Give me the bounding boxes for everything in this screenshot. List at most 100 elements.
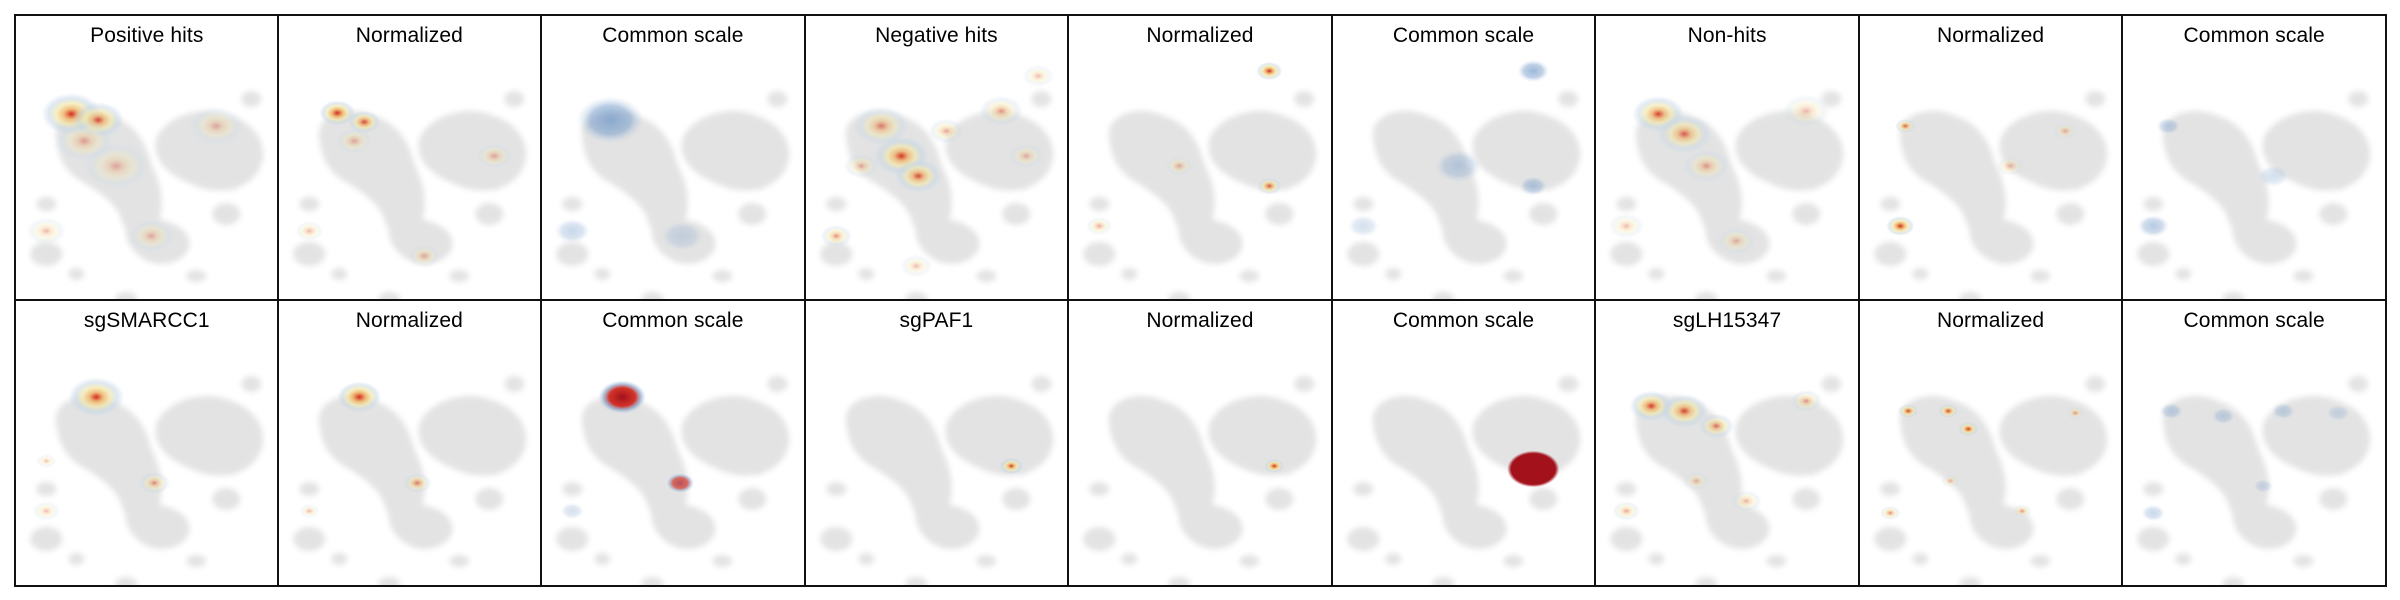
embedding-panel: Common scale <box>540 299 806 587</box>
panel-title: Negative hits <box>875 24 998 47</box>
density-hotspot <box>2066 406 2085 420</box>
panel-title: Non-hits <box>1687 24 1767 47</box>
density-hotspot <box>660 220 705 252</box>
panel-title: Normalized <box>1146 309 1254 332</box>
panel-title: Common scale <box>1392 309 1535 332</box>
embedding-silhouette <box>1347 376 1580 585</box>
density-hotspot <box>1007 143 1044 169</box>
density-hotspot <box>1608 213 1645 239</box>
density-hotspot <box>1880 506 1901 520</box>
embedding-panel: Common scale <box>1330 14 1597 302</box>
density-hotspot <box>1165 156 1194 176</box>
density-hotspot <box>978 95 1023 127</box>
density-hotspot <box>1682 471 1711 491</box>
density-hotspot <box>68 377 125 417</box>
density-hotspot <box>347 110 380 134</box>
density-hotspot <box>2013 504 2032 518</box>
density-hotspot <box>998 457 1023 475</box>
density-map <box>1083 376 1317 585</box>
density-hotspot <box>475 143 512 169</box>
panel-title: sgLH15347 <box>1672 309 1782 332</box>
embedding-silhouette <box>1347 91 1580 300</box>
embedding-silhouette <box>1083 376 1317 585</box>
density-hotspot <box>127 219 176 253</box>
density-hotspot <box>893 159 942 193</box>
embedding-panel: sgSMARCC1 <box>14 299 280 587</box>
embedding-panel: Normalized <box>276 14 543 302</box>
density-hotspot <box>402 473 431 493</box>
density-hotspot <box>1782 94 1831 128</box>
density-hotspot <box>1434 149 1483 183</box>
density-hotspot <box>1958 422 1979 436</box>
density-hotspot <box>1264 459 1285 473</box>
density-hotspot <box>1682 149 1731 183</box>
density-map <box>556 376 790 585</box>
density-hotspot <box>2326 404 2351 422</box>
embedding-panel: Normalized <box>1857 14 2124 302</box>
embedding-panel: Normalized <box>1067 299 1333 587</box>
density-hotspot <box>1886 216 1915 236</box>
density-hotspot <box>899 254 932 278</box>
panel-title: Normalized <box>1937 24 2045 47</box>
density-hotspot <box>1656 114 1713 154</box>
density-map <box>292 376 526 585</box>
density-hotspot <box>2211 407 2236 425</box>
density-hotspot <box>576 96 645 144</box>
embedding-panel: Common scale <box>2121 299 2387 587</box>
embedding-panel: Normalized <box>1857 299 2124 587</box>
embedding-panel: Normalized <box>1067 14 1333 302</box>
density-hotspot <box>318 100 355 126</box>
density-hotspot <box>1698 413 1735 439</box>
panel-title: Normalized <box>355 309 463 332</box>
density-hotspot <box>1730 489 1763 513</box>
density-hotspot <box>852 106 909 146</box>
density-hotspot <box>1612 501 1641 521</box>
panel-title: sgPAF1 <box>899 309 974 332</box>
density-hotspot <box>1938 404 1959 418</box>
panel-title: Common scale <box>2183 309 2325 332</box>
density-hotspot <box>1895 119 1916 133</box>
density-map <box>292 91 526 300</box>
density-map <box>2137 376 2371 585</box>
density-hotspot <box>335 128 372 154</box>
embedding-silhouette <box>1874 91 2108 300</box>
density-hotspot <box>554 218 591 244</box>
density-hotspot <box>819 224 852 248</box>
embedding-panel: Non-hits <box>1594 14 1860 302</box>
density-map <box>1610 376 1844 585</box>
density-map <box>1874 376 2108 585</box>
panel-title: Normalized <box>1146 24 1254 47</box>
density-hotspot <box>1347 214 1380 238</box>
density-hotspot <box>1660 394 1709 428</box>
density-hotspot <box>1996 156 2025 176</box>
density-hotspot <box>1257 177 1282 195</box>
density-map <box>1347 376 1580 585</box>
density-hotspot <box>2156 117 2181 135</box>
embedding-panel: Common scale <box>2121 14 2387 302</box>
embedding-silhouette <box>2137 91 2371 300</box>
density-hotspot <box>336 381 381 413</box>
density-hotspot <box>1517 59 1550 83</box>
density-hotspot <box>1790 389 1823 413</box>
panel-title: Normalized <box>1937 309 2045 332</box>
density-hotspot <box>82 142 151 190</box>
embedding-silhouette <box>819 376 1053 585</box>
density-hotspot <box>560 502 585 520</box>
embedding-panel: sgPAF1 <box>803 299 1070 587</box>
panel-title: Common scale <box>602 309 744 332</box>
density-map <box>26 91 264 300</box>
density-hotspot <box>138 471 171 495</box>
embedding-silhouette <box>556 376 790 585</box>
density-hotspot <box>407 244 440 268</box>
density-hotspot <box>1021 64 1054 88</box>
density-map <box>1347 59 1580 300</box>
embedding-panel: Negative hits <box>803 14 1070 302</box>
heatmap-grid-figure: Positive hits Normalized Common scale Negat… <box>14 14 2387 587</box>
embedding-panel: Common scale <box>1330 299 1597 587</box>
density-hotspot <box>36 454 57 468</box>
density-hotspot <box>2271 402 2296 420</box>
density-hotspot <box>188 106 245 146</box>
density-map <box>2137 91 2371 300</box>
panel-title: Positive hits <box>90 24 204 47</box>
density-hotspot <box>32 501 61 521</box>
